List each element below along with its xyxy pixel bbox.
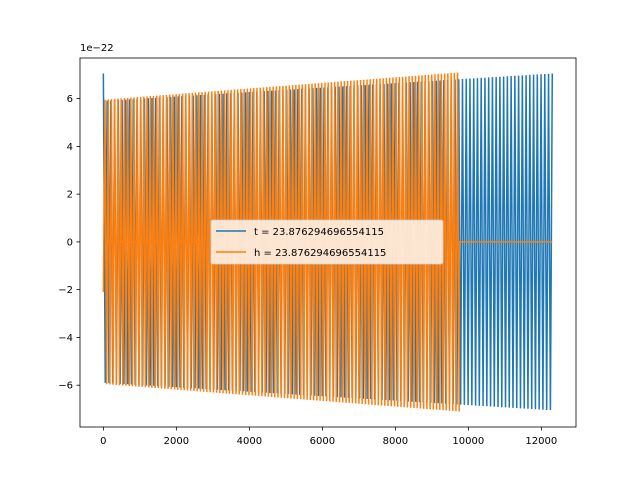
x-tick-label: 12000 xyxy=(525,436,557,447)
y-tick-label: 4 xyxy=(67,142,73,153)
legend-box xyxy=(210,219,444,265)
y-tick-label: 0 xyxy=(67,237,73,248)
x-tick-label: 2000 xyxy=(164,436,189,447)
plot-frame xyxy=(79,57,577,428)
y-tick-label: −4 xyxy=(58,333,73,344)
y-tick-label: 6 xyxy=(67,94,73,105)
legend-label-h: h = 23.876294696554115 xyxy=(254,248,386,259)
y-axis: −6 −4 −2 0 2 4 6 xyxy=(58,94,80,392)
y-tick-label: 2 xyxy=(67,190,73,201)
series-line-h xyxy=(102,72,553,412)
x-tick-label: 0 xyxy=(100,436,106,447)
y-offset-text: 1e−22 xyxy=(80,43,114,54)
legend: t = 23.876294696554115 h = 23.8762946965… xyxy=(210,219,444,265)
x-tick-label: 8000 xyxy=(383,436,408,447)
series-layer xyxy=(102,72,554,412)
y-tick-label: −2 xyxy=(58,285,73,296)
x-tick-label: 10000 xyxy=(452,436,484,447)
x-axis: 0 2000 4000 6000 8000 10000 12000 xyxy=(100,427,557,447)
y-tick-label: −6 xyxy=(58,381,73,392)
x-tick-label: 6000 xyxy=(310,436,335,447)
x-tick-label: 4000 xyxy=(237,436,262,447)
legend-label-t: t = 23.876294696554115 xyxy=(254,227,384,238)
